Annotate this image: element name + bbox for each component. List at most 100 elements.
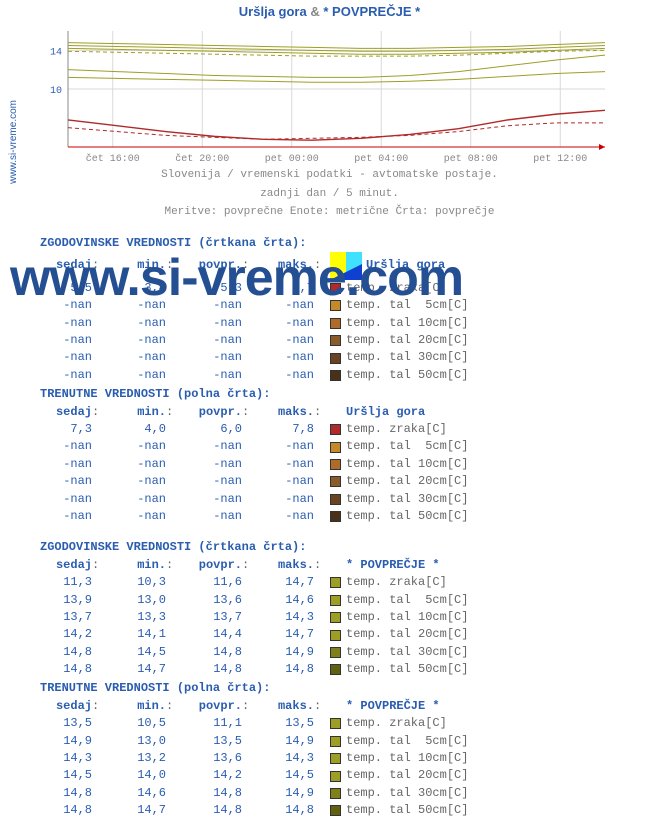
series-swatch-icon [330,753,341,764]
data-cell: 14,8 [248,661,314,678]
table-row: 11,3 10,3 11,6 14,7 temp. zraka[C] [40,574,659,591]
series-label: temp. tal 30cm[C] [346,644,468,661]
table-row: 7,3 4,0 6,0 7,8 temp. zraka[C] [40,421,659,438]
table-row: -nan -nan -nan -nan temp. tal 5cm[C] [40,438,659,455]
data-cell: 14,5 [98,644,166,661]
column-header-row: sedaj:min.:povpr.:maks.:Uršlja gora [40,404,659,421]
title-right: * POVPREČJE * [323,4,420,19]
data-cell: 14,5 [40,767,92,784]
series-swatch-icon [330,647,341,658]
column-header: sedaj [40,257,92,274]
data-cell: -nan [98,473,166,490]
data-cell: -nan [98,438,166,455]
line-chart: 1014čet 16:00čet 20:00pet 00:00pet 04:00… [40,25,615,165]
data-cell: -nan [172,297,242,314]
data-cell: -nan [98,456,166,473]
table-row: -nan -nan -nan -nan temp. tal 50cm[C] [40,367,659,384]
data-cell: -nan [248,349,314,366]
column-header-row: sedaj:min.:povpr.:maks.:* POVPREČJE * [40,698,659,715]
table-row: -nan -nan -nan -nan temp. tal 10cm[C] [40,456,659,473]
data-cell: -nan [172,456,242,473]
data-cell: 14,8 [172,661,242,678]
table-row: -nan -nan -nan -nan temp. tal 30cm[C] [40,491,659,508]
series-label: temp. zraka[C] [346,574,447,591]
series-swatch-icon [330,788,341,799]
svg-text:10: 10 [50,86,62,97]
series-label: temp. tal 50cm[C] [346,367,468,384]
station-label: Uršlja gora [346,404,425,421]
data-cell: -nan [98,491,166,508]
table-row: 14,2 14,1 14,4 14,7 temp. tal 20cm[C] [40,626,659,643]
series-swatch-icon [330,805,341,816]
caption-line-1: Slovenija / vremenski podatki - avtomats… [0,167,659,184]
table-row: 13,9 13,0 13,6 14,6 temp. tal 5cm[C] [40,592,659,609]
data-cell: 11,3 [40,574,92,591]
station-label: * POVPREČJE * [346,557,440,574]
series-label: temp. tal 5cm[C] [346,733,468,750]
data-cell: 13,3 [98,609,166,626]
data-cell: 14,5 [248,767,314,784]
data-cell: -nan [248,297,314,314]
column-header: povpr. [172,404,242,421]
series-swatch-icon [330,459,341,470]
series-swatch-icon [330,353,341,364]
data-cell: 13,7 [40,609,92,626]
series-swatch-icon [330,595,341,606]
data-cell: 14,9 [248,785,314,802]
data-cell: -nan [40,508,92,525]
table-row: 14,3 13,2 13,6 14,3 temp. tal 10cm[C] [40,750,659,767]
series-label: temp. tal 10cm[C] [346,609,468,626]
data-cell: -nan [248,508,314,525]
series-label: temp. tal 20cm[C] [346,332,468,349]
data-cell: 14,7 [248,626,314,643]
column-header: min. [98,404,166,421]
data-cell: -nan [248,491,314,508]
data-cell: 14,8 [40,802,92,819]
station-label: * POVPREČJE * [346,698,440,715]
data-cell: 14,8 [172,785,242,802]
data-cell: -nan [172,315,242,332]
svg-text:pet 04:00: pet 04:00 [354,154,408,165]
data-cell: -nan [172,438,242,455]
table-row: -nan -nan -nan -nan temp. tal 10cm[C] [40,315,659,332]
data-cell: -nan [248,456,314,473]
svg-text:pet 00:00: pet 00:00 [265,154,319,165]
table-row: -nan -nan -nan -nan temp. tal 20cm[C] [40,332,659,349]
data-cell: -nan [172,491,242,508]
data-cell: -nan [172,473,242,490]
column-header: min. [98,257,166,274]
chart-title: Uršlja gora & * POVPREČJE * [0,0,659,19]
data-cell: 13,5 [248,715,314,732]
series-swatch-icon [330,630,341,641]
data-cell: -nan [40,297,92,314]
data-cell: 14,7 [98,661,166,678]
data-cell: -nan [248,315,314,332]
series-swatch-icon [330,476,341,487]
data-cell: -nan [40,456,92,473]
series-swatch-icon [330,424,341,435]
svg-text:14: 14 [50,47,62,58]
series-label: temp. tal 30cm[C] [346,491,468,508]
data-cell: 7,8 [248,421,314,438]
column-header: povpr. [172,257,242,274]
column-header: min. [98,557,166,574]
column-header: maks. [248,404,314,421]
data-cell: 10,5 [98,715,166,732]
series-swatch-icon [330,612,341,623]
data-cell: 14,8 [40,785,92,802]
data-cell: -nan [248,367,314,384]
data-cell: 14,8 [40,661,92,678]
svg-text:čet 16:00: čet 16:00 [86,153,140,165]
column-header: povpr. [172,557,242,574]
data-cell: -nan [248,332,314,349]
data-cell: 7,3 [40,421,92,438]
table-row: 14,8 14,7 14,8 14,8 temp. tal 50cm[C] [40,661,659,678]
data-cell: -nan [98,332,166,349]
series-label: temp. tal 20cm[C] [346,767,468,784]
data-tables: ZGODOVINSKE VREDNOSTI (črtkana črta):sed… [40,235,659,820]
data-cell: 13,6 [172,750,242,767]
series-swatch-icon [330,718,341,729]
series-swatch-icon [330,494,341,505]
table-row: 14,8 14,7 14,8 14,8 temp. tal 50cm[C] [40,802,659,819]
data-cell: 14,9 [248,644,314,661]
